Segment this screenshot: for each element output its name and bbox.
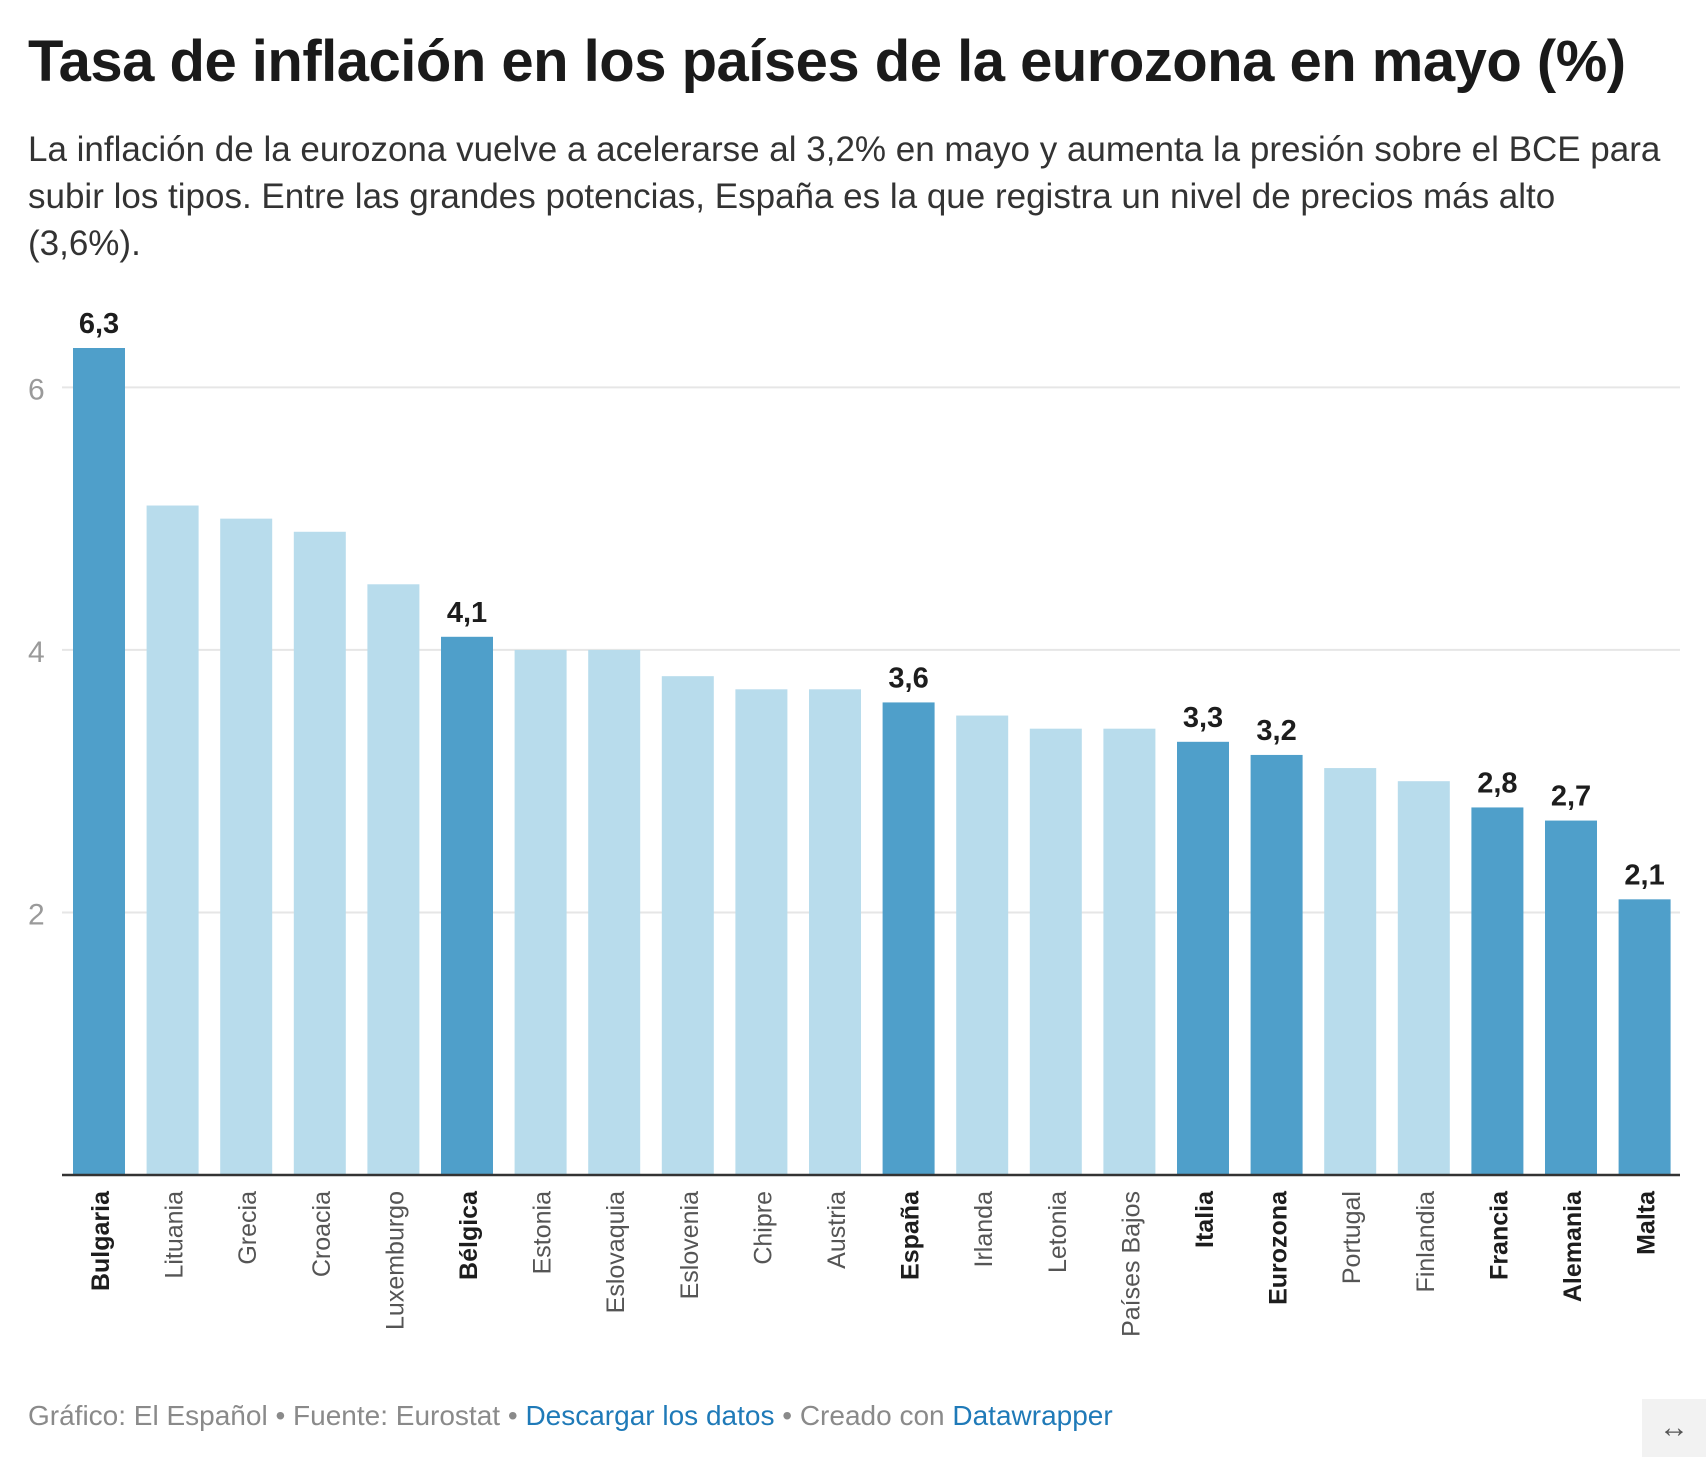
bar (1103, 728, 1156, 1175)
bar (1618, 899, 1671, 1175)
category-label: Finlandia (1412, 1191, 1440, 1293)
bar (588, 649, 641, 1175)
credit-text: Gráfico: El Español (28, 1400, 268, 1431)
y-tick-label: 6 (28, 373, 45, 406)
value-label: 3,3 (1183, 702, 1223, 734)
category-label: Bulgaria (87, 1190, 115, 1291)
bar (809, 689, 861, 1175)
y-tick-label: 2 (28, 898, 45, 931)
category-label: Croacia (308, 1191, 336, 1277)
expand-icon[interactable]: ↔ (1642, 1399, 1706, 1457)
bar (1250, 754, 1303, 1175)
bar (441, 636, 493, 1175)
category-label: España (897, 1190, 925, 1280)
created-with-text: Creado con (799, 1400, 953, 1431)
bar (146, 505, 199, 1175)
category-label: Letonia (1044, 1191, 1072, 1273)
bar (1545, 820, 1597, 1175)
bars (62, 348, 1680, 1177)
bar (514, 649, 567, 1175)
bar (1471, 807, 1524, 1175)
category-label: Grecia (234, 1191, 262, 1265)
bar (882, 702, 935, 1175)
separator: • (500, 1400, 526, 1431)
category-label: Eurozona (1265, 1190, 1293, 1305)
bar (1397, 781, 1450, 1175)
value-label: 6,3 (79, 308, 119, 340)
bar (956, 715, 1009, 1175)
category-label: Malta (1633, 1190, 1661, 1255)
bar (293, 531, 346, 1175)
value-labels: 6,3 4,1 3,6 3,3 3,2 2,8 2,7 2,1 (79, 308, 1665, 891)
category-label: Irlanda (970, 1191, 998, 1268)
value-label: 2,1 (1624, 859, 1664, 891)
source-text: Fuente: Eurostat (293, 1400, 501, 1431)
category-label: Alemania (1559, 1190, 1587, 1302)
value-label: 3,6 (888, 662, 928, 694)
separator: • (267, 1400, 294, 1431)
separator: • (774, 1400, 800, 1431)
value-label: 2,7 (1551, 781, 1591, 813)
category-label: Eslovenia (676, 1191, 704, 1299)
bar (1177, 741, 1229, 1175)
bar (1324, 768, 1377, 1175)
bar (220, 518, 273, 1175)
value-label: 2,8 (1477, 767, 1517, 799)
bar (367, 584, 420, 1175)
expand-arrows: ↔ (1659, 1411, 1689, 1444)
value-label: 3,2 (1256, 715, 1296, 747)
category-label: Eslovaquia (602, 1191, 630, 1313)
bar (735, 689, 788, 1175)
bar (1029, 728, 1082, 1175)
bar (73, 348, 125, 1175)
chart-title: Tasa de inflación en los países de la eu… (28, 29, 1626, 94)
category-label: Bélgica (455, 1190, 483, 1280)
bar (661, 676, 714, 1175)
category-label: Luxemburgo (381, 1191, 409, 1330)
download-data-link[interactable]: Descargar los datos (525, 1400, 775, 1431)
category-label: Lituania (161, 1191, 189, 1279)
category-label: Países Bajos (1117, 1191, 1145, 1337)
chart-subtitle: La inflación de la eurozona vuelve a ace… (28, 130, 1661, 263)
category-label: Estonia (529, 1191, 557, 1274)
datawrapper-link[interactable]: Datawrapper (952, 1400, 1113, 1431)
category-label: Chipre (749, 1191, 777, 1265)
category-label: Portugal (1338, 1191, 1366, 1284)
value-label: 4,1 (447, 597, 487, 629)
y-tick-label: 4 (28, 636, 45, 669)
category-label: Austria (823, 1191, 851, 1269)
chart-footer: Gráfico: El Español • Fuente: Eurostat •… (28, 1400, 1113, 1432)
category-label: Francia (1485, 1190, 1513, 1280)
category-labels: Bulgaria Lituania Grecia Croacia Luxemburgo B… (87, 1190, 1661, 1337)
category-label: Italia (1191, 1190, 1219, 1248)
bar-chart: 2 4 6 6,3 4,1 3,6 3,3 3,2 2,8 2,7 2,1 Bulgaria Lit… (28, 308, 1680, 1337)
